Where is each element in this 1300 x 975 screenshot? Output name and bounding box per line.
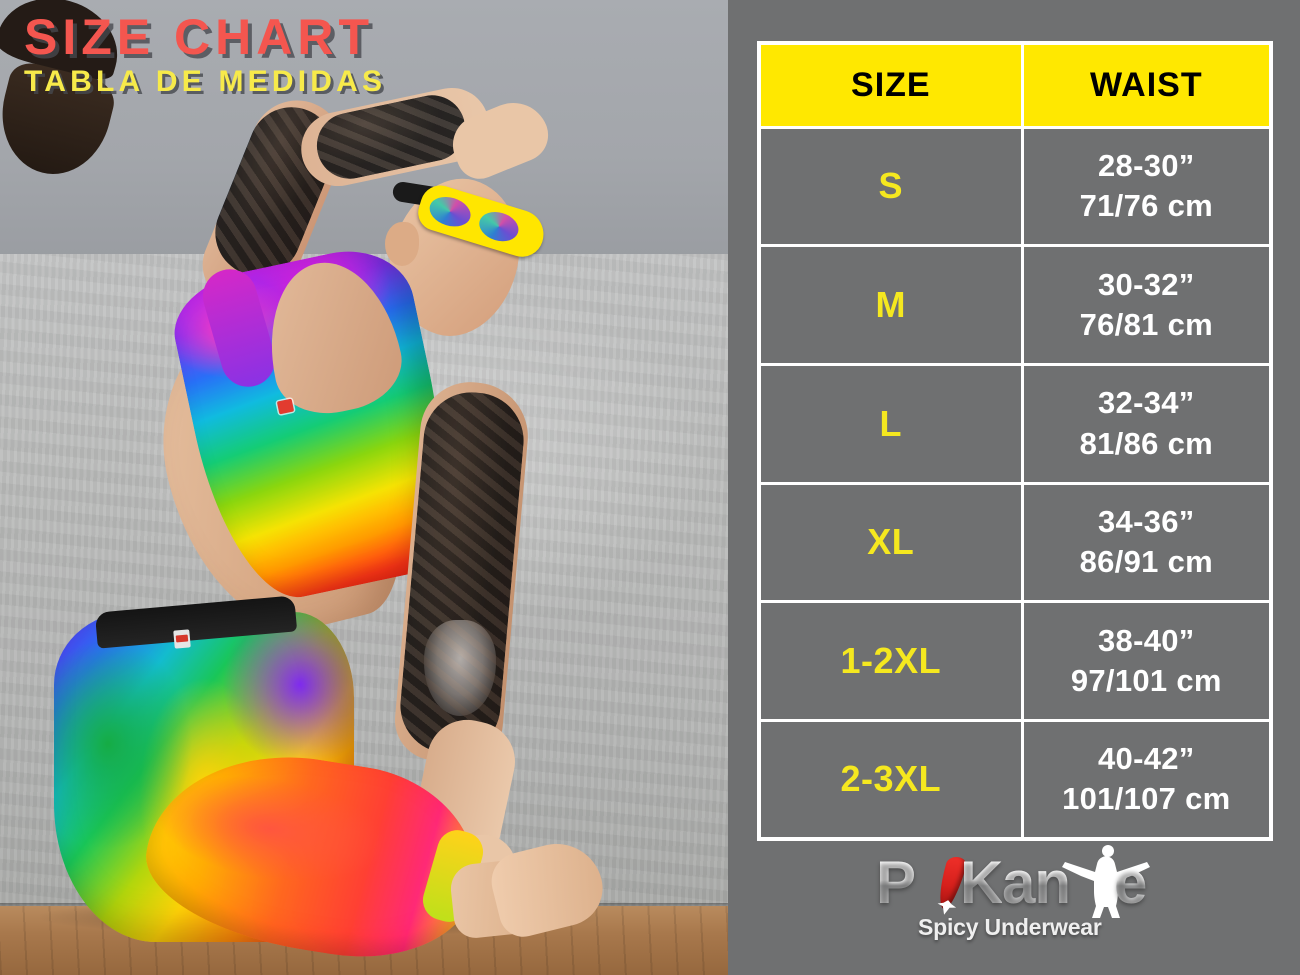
- size-chart-table: SIZE WAIST S 28-30” 71/76 cm M 30-32”: [761, 45, 1269, 837]
- size-value: M: [761, 244, 1024, 366]
- table-row: 2-3XL 40-42” 101/107 cm: [761, 718, 1269, 837]
- table-header: SIZE WAIST: [761, 45, 1269, 129]
- waist-inches: 40-42”: [1098, 741, 1195, 777]
- waist-value: 40-42” 101/107 cm: [1020, 718, 1269, 837]
- logo-tagline: Spicy Underwear: [918, 914, 1102, 940]
- waist-inches: 32-34”: [1098, 385, 1195, 421]
- logo-letter-e: e: [1114, 849, 1147, 916]
- logo-letter-p: P: [876, 849, 916, 916]
- model-photo: [0, 0, 728, 975]
- waist-inches: 38-40”: [1098, 622, 1195, 658]
- size-value: L: [761, 362, 1024, 485]
- waist-cm: 81/86 cm: [1079, 425, 1213, 461]
- table-row: M 30-32” 76/81 cm: [761, 244, 1269, 366]
- table-row: XL 34-36” 86/91 cm: [761, 481, 1269, 604]
- waist-inches: 30-32”: [1098, 266, 1195, 302]
- waist-cm: 101/107 cm: [1062, 781, 1231, 817]
- waist-cm: 86/91 cm: [1079, 544, 1213, 580]
- muscular-man-silhouette-icon: [1060, 844, 1156, 924]
- header-row: SIZE WAIST: [761, 45, 1269, 129]
- size-value: S: [761, 125, 1024, 248]
- waist-cm: 97/101 cm: [1070, 663, 1222, 699]
- brand-logo: P K an e Spicy Underwear: [874, 845, 1174, 958]
- waist-value: 38-40” 97/101 cm: [1020, 600, 1269, 722]
- waist-cm: 76/81 cm: [1079, 307, 1213, 343]
- size-value: 1-2XL: [761, 600, 1024, 722]
- header-size: SIZE: [761, 45, 1024, 129]
- waist-value: 28-30” 71/76 cm: [1020, 125, 1269, 248]
- logo-letters-an: an: [1002, 849, 1071, 916]
- title-block: SIZE CHART TABLA DE MEDIDAS: [24, 12, 386, 98]
- tattoo-portrait: [424, 620, 496, 716]
- chili-pepper-icon: [933, 854, 969, 918]
- waist-value: 34-36” 86/91 cm: [1020, 481, 1269, 604]
- model-ear: [385, 222, 419, 266]
- logo-letter-k: K: [960, 849, 1003, 916]
- waist-value: 32-34” 81/86 cm: [1020, 362, 1269, 485]
- leggings-brand-tag: [173, 629, 191, 649]
- size-value: XL: [761, 481, 1024, 604]
- waist-inches: 34-36”: [1098, 504, 1195, 540]
- size-value: 2-3XL: [761, 718, 1024, 837]
- table-row: L 32-34” 81/86 cm: [761, 362, 1269, 485]
- waist-value: 30-32” 76/81 cm: [1020, 244, 1269, 366]
- logo-wordmark: P K an e: [874, 845, 1174, 920]
- waist-inches: 28-30”: [1098, 148, 1195, 184]
- table-row: 1-2XL 38-40” 97/101 cm: [761, 600, 1269, 722]
- page-subtitle: TABLA DE MEDIDAS: [24, 65, 387, 98]
- table-body: S 28-30” 71/76 cm M 30-32” 76/81 cm L: [761, 125, 1269, 837]
- table-row: S 28-30” 71/76 cm: [761, 125, 1269, 248]
- page-title: SIZE CHART: [24, 9, 374, 65]
- size-table-container: SIZE WAIST S 28-30” 71/76 cm M 30-32”: [757, 41, 1273, 841]
- header-waist: WAIST: [1020, 45, 1269, 129]
- waist-cm: 71/76 cm: [1079, 188, 1213, 224]
